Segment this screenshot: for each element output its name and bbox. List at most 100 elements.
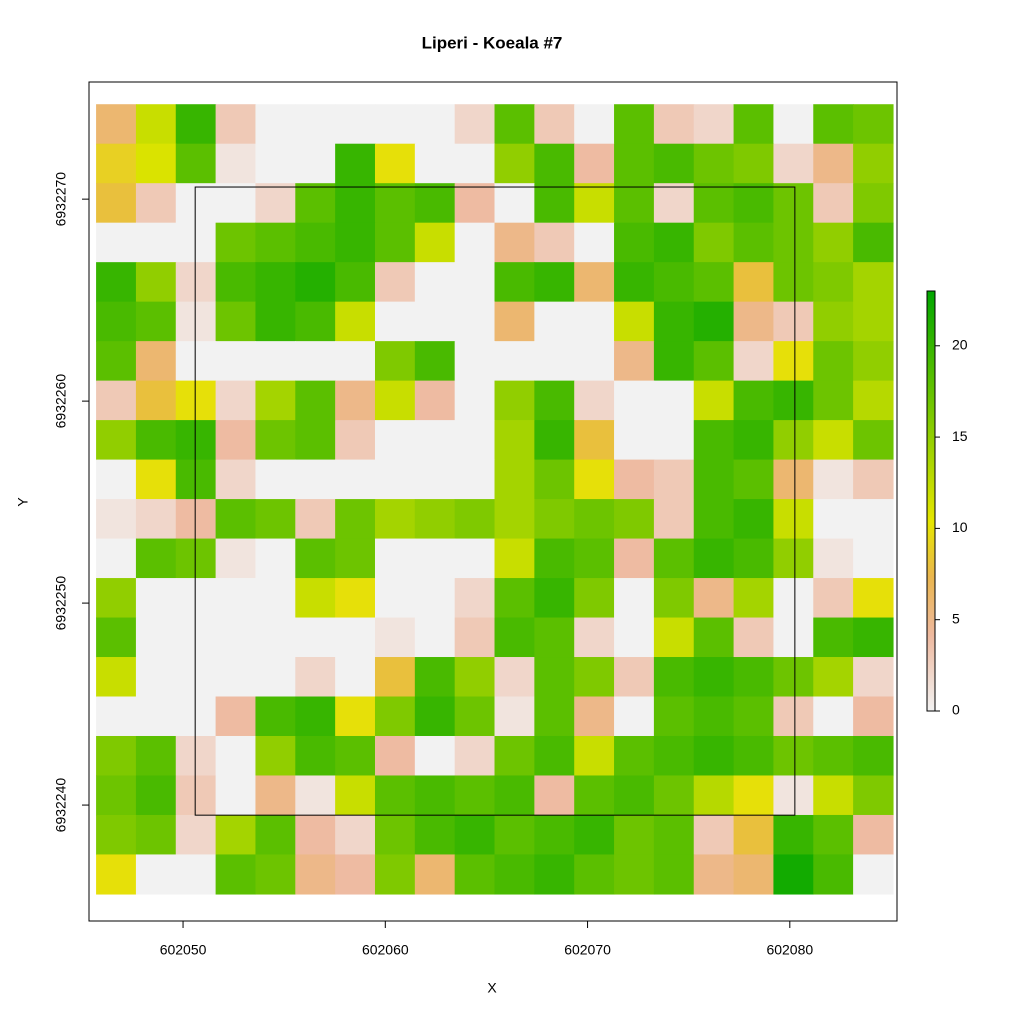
- raster-cell: [693, 262, 735, 303]
- raster-cell: [454, 814, 496, 856]
- raster-cell: [813, 420, 854, 461]
- raster-cell: [534, 143, 575, 184]
- raster-cell: [414, 538, 456, 579]
- raster-cell: [614, 578, 655, 619]
- raster-cell: [255, 143, 296, 184]
- raster-cell: [175, 143, 217, 184]
- raster-cell: [653, 143, 695, 184]
- raster-cell: [853, 262, 894, 303]
- raster-cell: [215, 499, 257, 540]
- raster-cell: [614, 380, 655, 421]
- raster-cell: [494, 459, 535, 500]
- raster-cell: [494, 657, 535, 698]
- raster-cell: [574, 735, 615, 777]
- raster-cell: [733, 301, 775, 342]
- raster-cell: [653, 696, 695, 737]
- raster-cell: [215, 459, 257, 500]
- raster-cell: [215, 696, 257, 737]
- raster-cell: [853, 183, 894, 224]
- raster-cell: [693, 222, 735, 263]
- raster-cell: [374, 104, 416, 145]
- raster-cell: [135, 854, 177, 895]
- raster-cell: [374, 420, 416, 461]
- raster-cell: [454, 222, 496, 263]
- raster-cell: [335, 459, 376, 500]
- raster-cell: [295, 143, 336, 184]
- raster-cell: [374, 499, 416, 540]
- raster-cell: [574, 854, 615, 895]
- raster-cell: [494, 696, 535, 737]
- raster-cell: [96, 578, 137, 619]
- raster-cell: [215, 854, 257, 895]
- raster-cell: [374, 735, 416, 777]
- raster-cell: [534, 499, 575, 540]
- raster-cell: [733, 183, 775, 224]
- raster-cell: [255, 814, 296, 856]
- raster-cell: [853, 301, 894, 342]
- raster-cell: [135, 696, 177, 737]
- raster-cell: [574, 775, 615, 816]
- raster-cell: [215, 301, 257, 342]
- raster-cell: [454, 262, 496, 303]
- raster-cell: [653, 775, 695, 816]
- y-tick-label: 6932240: [53, 778, 69, 833]
- colorbar-tick-label: 15: [952, 428, 968, 444]
- raster-cell: [773, 617, 814, 658]
- raster-cell: [175, 104, 217, 145]
- raster-cell: [414, 222, 456, 263]
- raster-cell: [295, 617, 336, 658]
- raster-cell: [175, 499, 217, 540]
- colorbar-tick-label: 10: [952, 519, 968, 535]
- raster-cell: [295, 380, 336, 421]
- raster-cell: [454, 459, 496, 500]
- raster-cell: [175, 341, 217, 382]
- raster-cell: [693, 696, 735, 737]
- raster-cell: [175, 814, 217, 856]
- raster-cell: [733, 854, 775, 895]
- raster-cell: [653, 657, 695, 698]
- raster-cell: [813, 854, 854, 895]
- raster-cell: [773, 380, 814, 421]
- raster-cell: [335, 538, 376, 579]
- raster-cell: [215, 617, 257, 658]
- raster-cell: [96, 538, 137, 579]
- raster-cell: [295, 775, 336, 816]
- raster-cell: [335, 578, 376, 619]
- raster-cell: [335, 222, 376, 263]
- raster-cell: [653, 578, 695, 619]
- plot-frame: [88, 81, 898, 922]
- raster-cell: [853, 420, 894, 461]
- colorbar-tick-label: 0: [952, 702, 960, 718]
- raster-cell: [494, 775, 535, 816]
- raster-cell: [653, 380, 695, 421]
- raster-cell: [653, 499, 695, 540]
- raster-cell: [255, 499, 296, 540]
- raster-cell: [135, 775, 177, 816]
- raster-cell: [454, 143, 496, 184]
- raster-cell: [454, 696, 496, 737]
- raster-cell: [693, 143, 735, 184]
- raster-cell: [454, 341, 496, 382]
- raster-cell: [653, 341, 695, 382]
- raster-cell: [653, 854, 695, 895]
- raster-cell: [574, 301, 615, 342]
- raster-cell: [175, 301, 217, 342]
- raster-cell: [335, 104, 376, 145]
- raster-cell: [374, 617, 416, 658]
- raster-cell: [574, 499, 615, 540]
- raster-cell: [853, 617, 894, 658]
- raster-cell: [215, 183, 257, 224]
- raster-cell: [813, 301, 854, 342]
- y-tick-label: 6932250: [53, 576, 69, 631]
- raster-cell: [335, 341, 376, 382]
- raster-cell: [414, 420, 456, 461]
- raster-cell: [494, 814, 535, 856]
- raster-cell: [534, 814, 575, 856]
- raster-cell: [733, 420, 775, 461]
- raster-cell: [813, 538, 854, 579]
- raster-cell: [96, 814, 137, 856]
- raster-cell: [773, 420, 814, 461]
- raster-cell: [494, 341, 535, 382]
- raster-cell: [374, 814, 416, 856]
- raster-cell: [374, 696, 416, 737]
